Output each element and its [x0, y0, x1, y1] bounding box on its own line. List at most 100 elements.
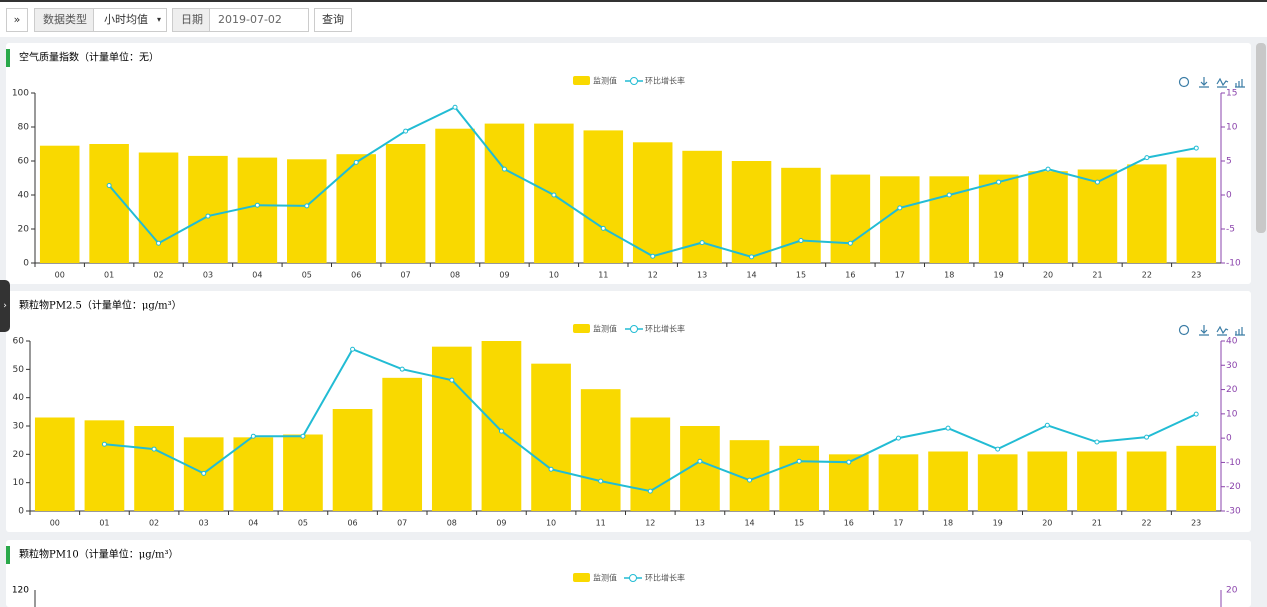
bar	[880, 176, 920, 263]
legend-label: 监测值	[593, 76, 617, 86]
x-tick-label: 17	[895, 271, 905, 280]
line-point	[350, 346, 356, 352]
x-tick-label: 19	[993, 519, 1003, 528]
x-tick-label: 02	[149, 519, 159, 528]
line-point	[106, 182, 112, 188]
legend-label: 监测值	[593, 324, 617, 334]
data-type-label: 数据类型	[34, 8, 96, 32]
bar	[1127, 164, 1167, 263]
toolbox-icon[interactable]	[1216, 325, 1229, 336]
line-point	[101, 441, 107, 447]
x-tick-label: 13	[695, 519, 705, 528]
x-tick-label: 23	[1191, 271, 1201, 280]
line-point	[300, 433, 306, 439]
y2-tick-label: 20	[1226, 586, 1238, 596]
bar	[781, 167, 821, 263]
title-marker	[6, 49, 10, 67]
line-point	[996, 179, 1002, 185]
y2-tick-label: -30	[1226, 507, 1241, 517]
y2-tick-label: 40	[1226, 337, 1238, 347]
y-tick-label: 50	[13, 365, 25, 375]
bar	[34, 417, 75, 511]
bar	[332, 409, 373, 511]
line-point	[798, 238, 804, 244]
x-tick-label: 07	[397, 519, 407, 528]
line-point	[1045, 166, 1051, 172]
chart: 颗粒物PM10（计量单位：μg/m³） 监测值 环比增长率 120 20	[6, 546, 1238, 607]
x-tick-label: 00	[55, 271, 65, 280]
bar	[382, 377, 423, 511]
bar	[929, 176, 969, 263]
bar	[283, 434, 323, 511]
bar	[630, 417, 671, 511]
x-tick-label: 00	[50, 519, 60, 528]
x-tick-label: 21	[1092, 271, 1102, 280]
bar	[580, 389, 621, 511]
bar	[978, 174, 1019, 263]
bar	[1077, 451, 1117, 511]
expand-button[interactable]: »	[6, 8, 28, 32]
y-tick-label: 20	[18, 225, 30, 235]
bar	[878, 454, 919, 511]
line-point	[946, 192, 952, 198]
line-point	[250, 433, 256, 439]
side-tab[interactable]: ›	[0, 280, 10, 332]
x-tick-label: 01	[104, 271, 114, 280]
chart-panel: 空气质量指数（计量单位：无） 监测值 环比增长率 0 20 40 60 80 100 -10 -5 0…	[6, 43, 1251, 284]
query-button[interactable]: 查询	[314, 8, 352, 32]
x-tick-label: 15	[796, 271, 806, 280]
x-tick-label: 10	[549, 271, 559, 280]
bar	[484, 123, 525, 263]
line-point	[551, 192, 557, 198]
x-tick-label: 16	[844, 519, 854, 528]
x-tick-label: 23	[1191, 519, 1201, 528]
y-tick-label: 0	[18, 507, 24, 517]
x-tick-label: 06	[351, 271, 361, 280]
x-tick-label: 22	[1142, 271, 1152, 280]
line-point	[449, 377, 455, 383]
chart: 颗粒物PM2.5（计量单位：μg/m³）监测值 环比增长率010203040506…	[6, 297, 1245, 528]
x-tick-label: 02	[153, 271, 163, 280]
line-point	[304, 203, 310, 209]
bar	[233, 437, 274, 511]
y-tick-label: 30	[13, 422, 25, 432]
y-tick-label: 10	[13, 478, 25, 488]
toolbox-icon[interactable]	[1216, 77, 1229, 88]
chart-title: 颗粒物PM10（计量单位：μg/m³）	[19, 548, 178, 561]
bar	[632, 142, 673, 263]
toolbar: » 数据类型 小时均值 ▾ 日期 2019-07-02 查询	[0, 0, 1267, 37]
scrollbar[interactable]	[1256, 43, 1266, 233]
x-tick-label: 17	[893, 519, 903, 528]
x-tick-label: 18	[944, 271, 954, 280]
toolbox-icon[interactable]	[1235, 79, 1245, 88]
x-tick-label: 07	[401, 271, 411, 280]
y-tick-label: 60	[18, 157, 30, 167]
legend-label: 环比增长率	[645, 324, 685, 334]
x-tick-label: 03	[203, 271, 213, 280]
data-type-select[interactable]: 小时均值 ▾	[93, 8, 167, 32]
toolbox-icon[interactable]	[1235, 327, 1245, 336]
x-tick-label: 09	[496, 519, 506, 528]
toolbox-icon[interactable]	[1199, 325, 1209, 336]
date-input[interactable]: 2019-07-02	[209, 8, 309, 32]
chart: 空气质量指数（计量单位：无）监测值 环比增长率020406080100-10-50…	[6, 49, 1245, 280]
toolbox-icon[interactable]	[1178, 76, 1190, 88]
x-tick-label: 10	[546, 519, 556, 528]
line-point	[498, 428, 504, 434]
bar	[731, 161, 772, 263]
line-point	[995, 446, 1001, 452]
line-point	[1044, 422, 1050, 428]
x-tick-label: 04	[252, 271, 262, 280]
y2-tick-label: -10	[1226, 458, 1241, 468]
x-tick-label: 21	[1092, 519, 1102, 528]
legend-label: 环比增长率	[645, 573, 685, 583]
bar	[531, 363, 571, 511]
line-point	[1193, 145, 1199, 151]
chart-panel: 颗粒物PM2.5（计量单位：μg/m³） 监测值 环比增长率 0 10 20 30 40 50 6…	[6, 291, 1251, 532]
toolbox-icon[interactable]	[1178, 324, 1190, 336]
toolbox-icon[interactable]	[1199, 77, 1209, 88]
line-point	[399, 366, 405, 372]
x-tick-label: 11	[598, 271, 608, 280]
y2-tick-label: 0	[1226, 434, 1232, 444]
